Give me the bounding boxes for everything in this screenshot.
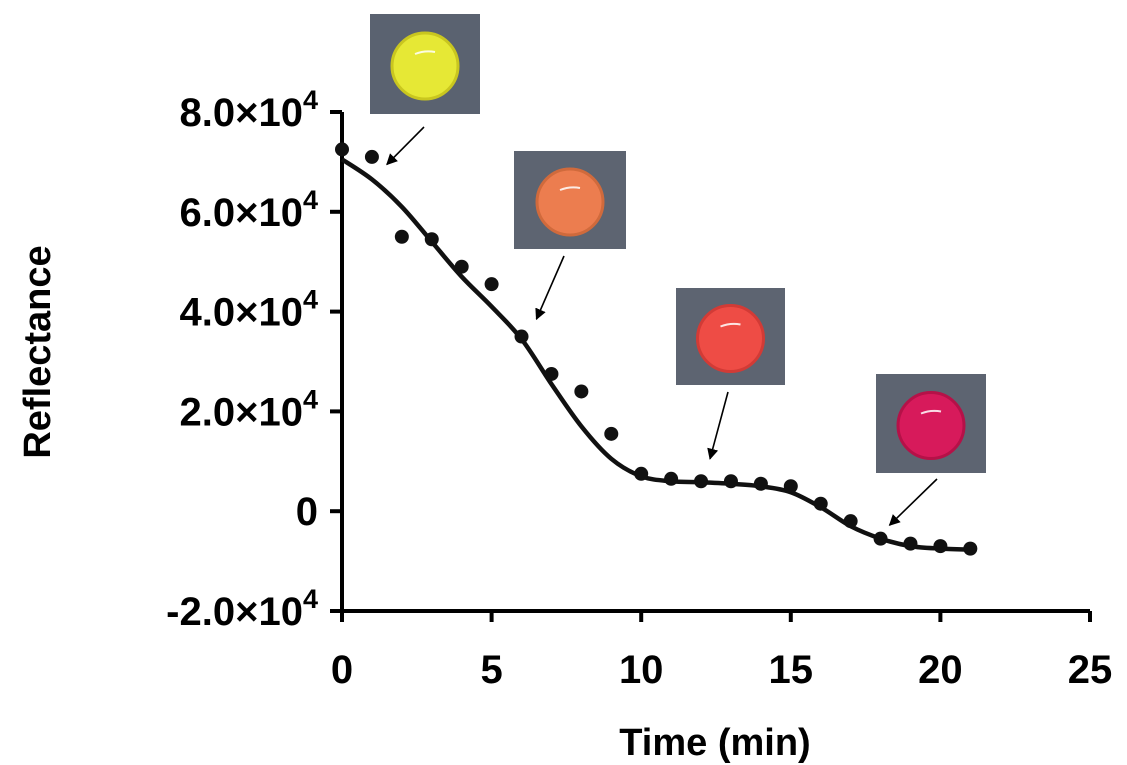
y-axis-title: Reflectance <box>17 245 59 458</box>
y-tick-base: ×10 <box>235 590 303 634</box>
y-tick-label: 4.0×104 <box>180 285 319 335</box>
data-point <box>604 426 619 441</box>
x-axis-title: Time (min) <box>619 722 810 764</box>
y-tick-label: -2.0×104 <box>166 584 318 634</box>
droplet-highlight <box>414 50 436 55</box>
y-tick-mantissa: 6.0 <box>180 191 236 235</box>
y-tick-mantissa: 0 <box>296 490 318 534</box>
data-point <box>813 496 828 511</box>
y-tick-label: 2.0×104 <box>180 384 319 434</box>
sample-photo <box>676 288 785 385</box>
y-tick-base: ×10 <box>235 390 303 434</box>
x-tick-label: 15 <box>769 648 814 692</box>
data-point <box>873 531 888 546</box>
axes: 0 5 10 15 20 25-2.0×10402.0×1044.0×1046.0×104… <box>166 85 1112 692</box>
y-tick-mantissa: 2.0 <box>180 390 236 434</box>
data-point <box>634 466 649 481</box>
data-point <box>903 536 918 551</box>
data-point <box>843 514 858 529</box>
annotation-arrow <box>707 391 729 460</box>
y-tick-label: 8.0×104 <box>180 85 319 135</box>
data-point <box>753 476 768 491</box>
annotation-arrow <box>535 255 565 321</box>
droplet-highlight <box>559 186 581 191</box>
x-tick-label: 5 <box>480 648 502 692</box>
x-tick-label: 10 <box>619 648 664 692</box>
y-tick-exponent: 4 <box>303 584 318 614</box>
y-tick-mantissa: 4.0 <box>180 291 236 335</box>
droplet <box>696 304 765 373</box>
y-tick-mantissa: -2.0 <box>166 590 235 634</box>
annotation-arrow <box>888 478 938 526</box>
data-point <box>574 384 589 399</box>
y-tick-base: ×10 <box>235 191 303 235</box>
data-point <box>963 541 978 556</box>
y-tick-label: 6.0×104 <box>180 185 319 235</box>
droplet-highlight <box>920 409 942 415</box>
fit-line-layer <box>340 157 971 552</box>
droplet-highlight <box>720 322 741 328</box>
data-point <box>335 142 349 157</box>
data-points <box>335 142 978 556</box>
data-point <box>544 366 559 381</box>
y-tick-mantissa: 8.0 <box>180 91 236 135</box>
sample-photo <box>514 151 626 249</box>
data-point <box>514 329 529 344</box>
data-point <box>723 474 738 489</box>
y-tick-label: 0 <box>296 490 318 534</box>
droplet <box>896 391 966 460</box>
sample-photos <box>370 14 986 473</box>
data-point <box>394 229 409 244</box>
y-tick-exponent: 4 <box>303 285 318 315</box>
data-point <box>424 232 439 247</box>
x-tick-label: 0 <box>331 648 353 692</box>
y-tick-exponent: 4 <box>303 185 318 215</box>
y-tick-exponent: 4 <box>303 85 318 115</box>
annotation-arrow <box>386 126 425 166</box>
data-point <box>454 259 469 274</box>
x-tick-label: 20 <box>918 648 963 692</box>
droplet <box>390 31 460 101</box>
y-tick-base: ×10 <box>235 91 303 135</box>
data-point <box>364 149 379 164</box>
y-tick-base: ×10 <box>235 291 303 335</box>
sample-photo <box>370 14 480 114</box>
data-point <box>783 479 798 494</box>
data-point <box>694 474 709 489</box>
annotation-arrows <box>386 126 938 526</box>
fit-line <box>340 157 971 552</box>
data-point <box>933 539 948 554</box>
x-tick-label: 25 <box>1068 648 1113 692</box>
data-point <box>484 277 499 292</box>
y-tick-exponent: 4 <box>303 384 318 414</box>
sample-photo <box>876 374 986 473</box>
droplet <box>535 167 605 237</box>
data-point <box>664 471 679 486</box>
